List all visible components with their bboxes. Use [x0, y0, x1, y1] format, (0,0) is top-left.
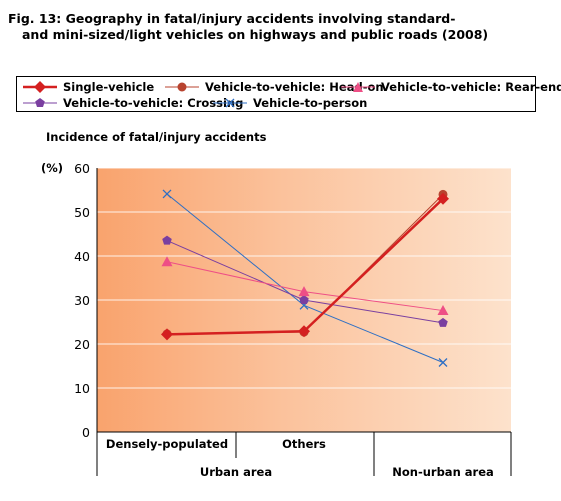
y-axis-unit: (%) [41, 161, 64, 175]
data-point-vehicle-to-vehicle-crossing [438, 317, 448, 327]
x-tick-label: Densely-populated [106, 437, 228, 451]
legend-label: Vehicle-to-vehicle: Crossing [63, 96, 244, 110]
y-tick-label: 30 [74, 293, 90, 308]
data-point-vehicle-to-vehicle-rear-end [161, 256, 173, 267]
legend-item-head-on: Vehicle-to-vehicle: Head-on [165, 79, 384, 95]
title-line-1: Fig. 13: Geography in fatal/injury accid… [8, 11, 456, 26]
data-point-vehicle-to-vehicle-crossing [162, 235, 172, 245]
y-tick-label: 50 [74, 205, 90, 220]
y-tick-label: 40 [74, 249, 90, 264]
legend-item-single-vehicle: Single-vehicle [23, 79, 154, 95]
data-point-single-vehicle [161, 328, 173, 341]
x-group-label: Non-urban area [392, 465, 494, 479]
data-point-vehicle-to-person [438, 358, 448, 367]
legend-item-vehicle-to-person: Vehicle-to-person [213, 95, 367, 111]
legend: Single-vehicle Vehicle-to-vehicle: Head-… [16, 76, 561, 112]
data-point-single-vehicle [298, 325, 310, 338]
y-axis-label: Incidence of fatal/injury accidents [46, 130, 267, 144]
legend-swatch-single-vehicle [23, 81, 57, 93]
legend-swatch-crossing [23, 98, 57, 107]
x-group-label: Urban area [200, 465, 272, 479]
legend-label: Vehicle-to-person [253, 96, 368, 110]
y-tick-label: 60 [74, 161, 90, 176]
title-line-2: and mini-sized/light vehicles on highway… [22, 27, 489, 42]
legend-label: Vehicle-to-vehicle: Head-on [205, 80, 384, 94]
chart-title: Fig. 13: Geography in fatal/injury accid… [8, 11, 488, 43]
legend-item-rear-end: Vehicle-to-vehicle: Rear-end [341, 79, 561, 95]
data-point-vehicle-to-vehicle-rear-end [437, 305, 449, 316]
data-point-vehicle-to-vehicle-crossing [299, 295, 309, 305]
legend-swatch-rear-end [341, 82, 375, 92]
data-point-single-vehicle [437, 192, 449, 205]
data-point-vehicle-to-vehicle-rear-end [298, 286, 310, 297]
y-tick-label: 0 [82, 425, 90, 440]
legend-swatch-head-on [165, 82, 199, 92]
data-point-vehicle-to-person [162, 189, 172, 199]
legend-swatch-vehicle-to-person [213, 98, 247, 108]
legend-item-crossing: Vehicle-to-vehicle: Crossing [23, 95, 243, 111]
legend-label: Vehicle-to-vehicle: Rear-end [381, 80, 561, 94]
x-tick-label: Others [282, 437, 326, 451]
y-tick-label: 10 [74, 381, 90, 396]
y-tick-label: 20 [74, 337, 90, 352]
legend-label: Single-vehicle [63, 80, 155, 94]
